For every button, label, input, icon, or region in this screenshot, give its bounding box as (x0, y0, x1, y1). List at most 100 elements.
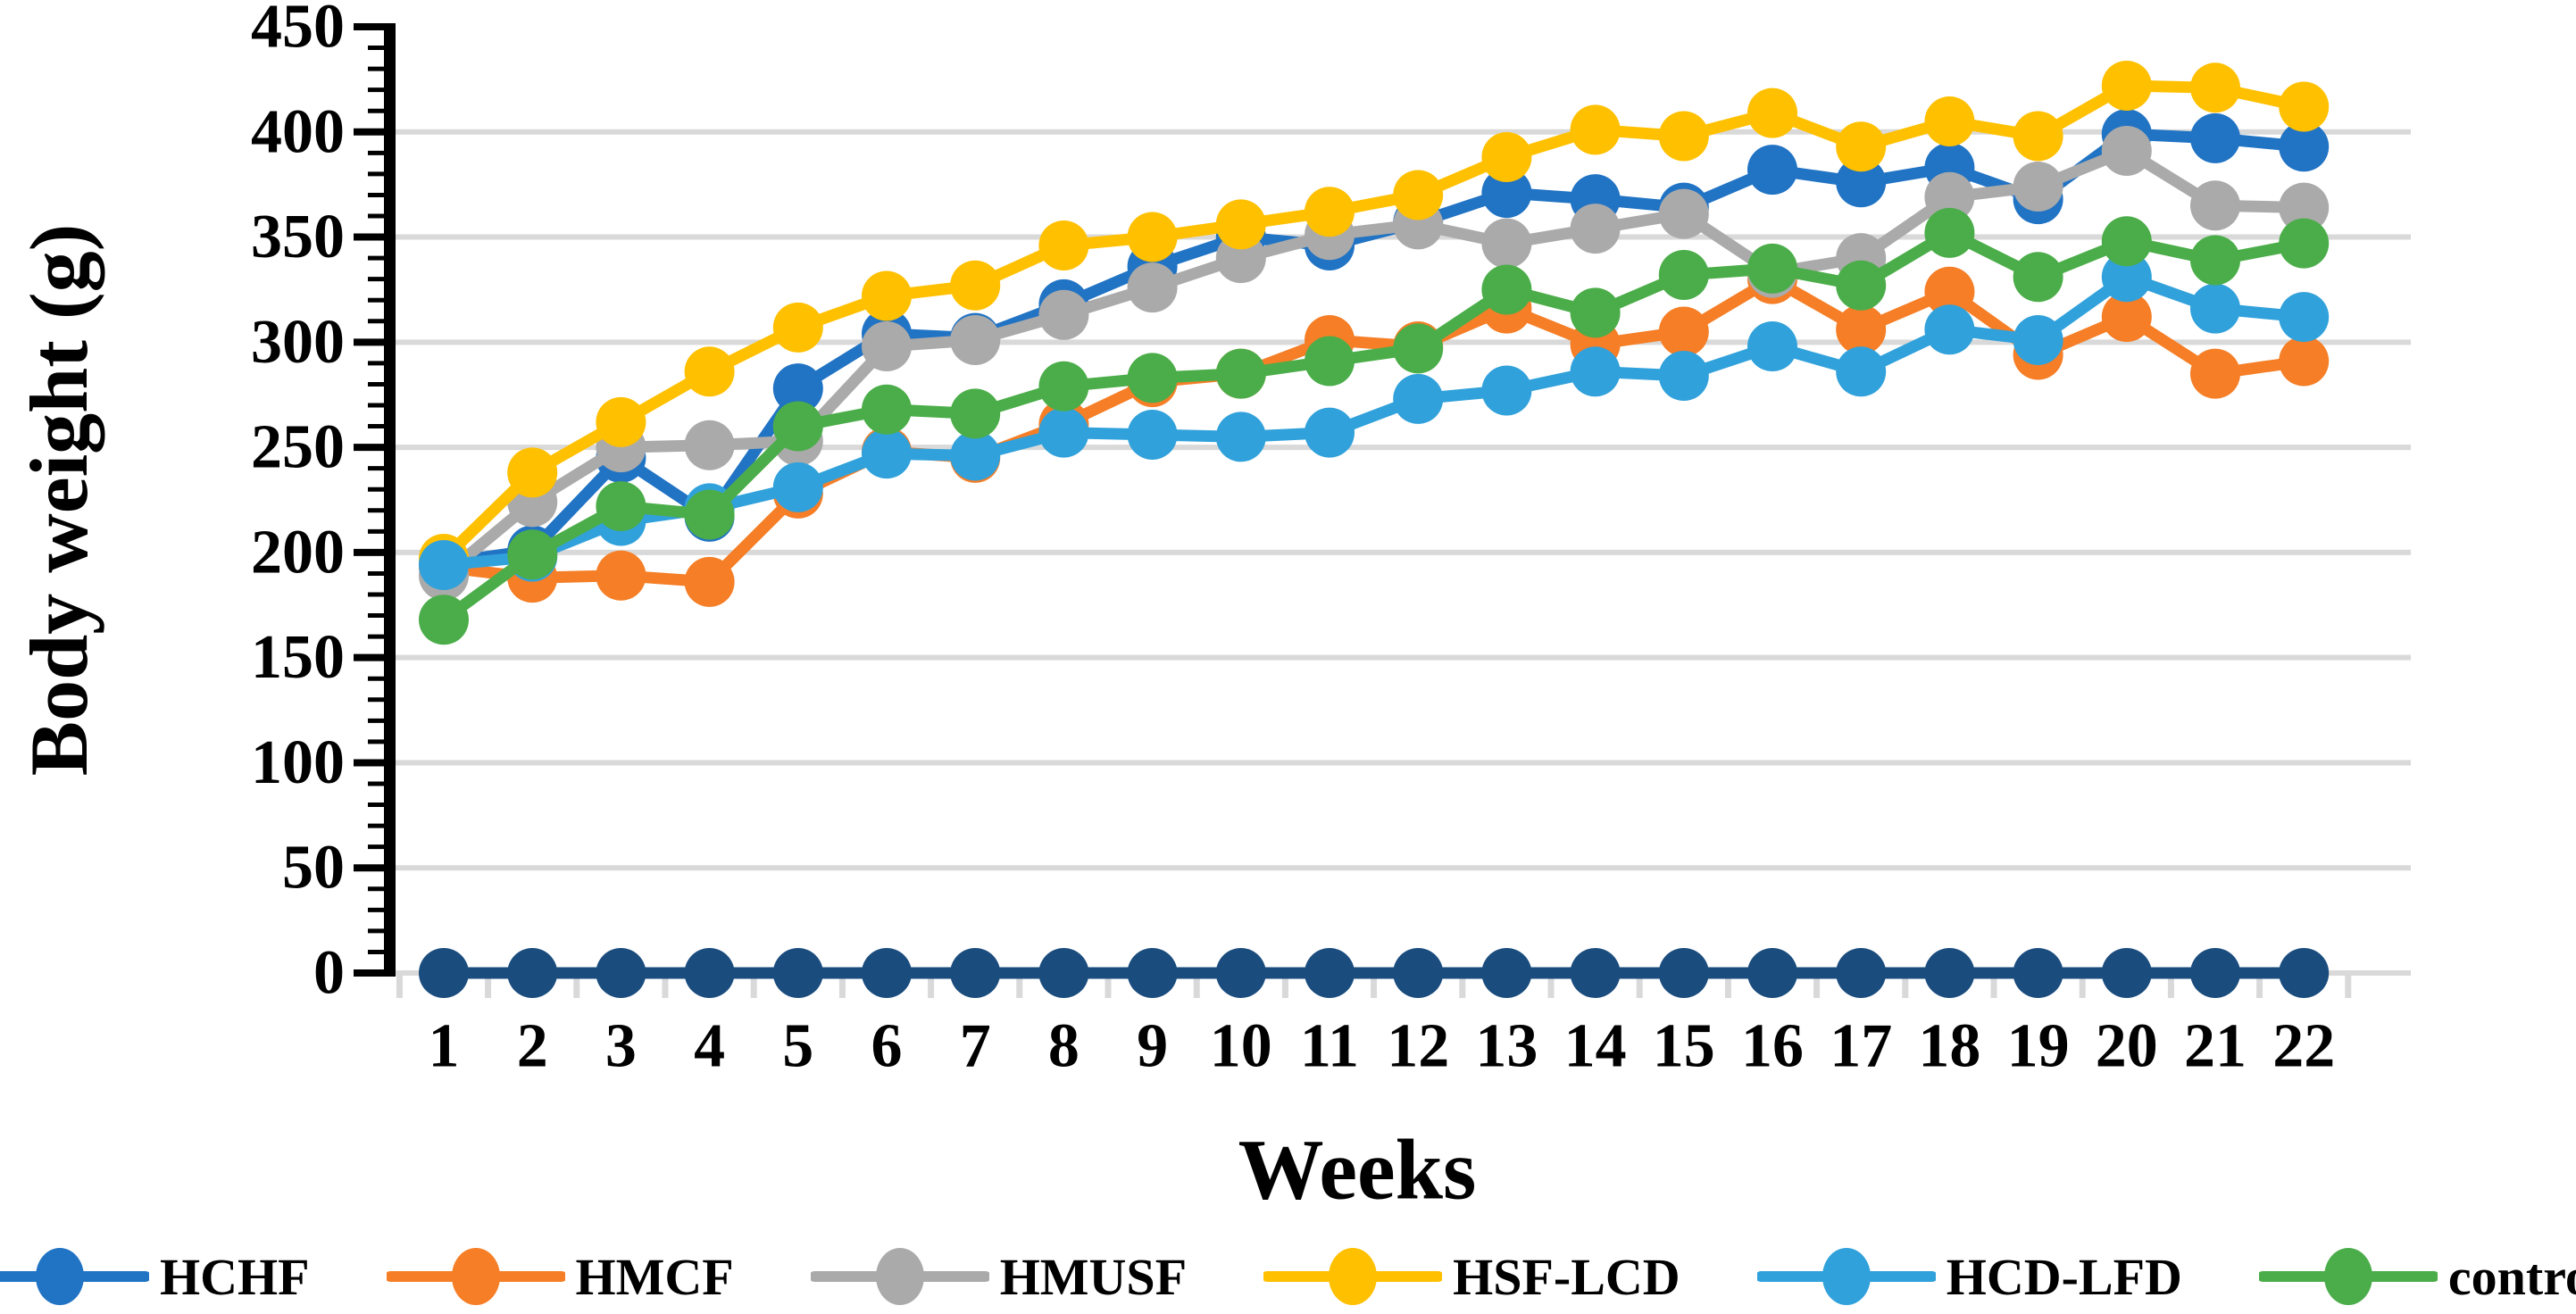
data-point (1570, 204, 1621, 254)
x-tick-label-20: 20 (2096, 1012, 2158, 1081)
y-tick-label-300: 300 (251, 308, 345, 377)
legend-dot (2323, 1248, 2372, 1305)
data-point (1127, 262, 1178, 313)
data-point (2279, 292, 2330, 343)
data-point (2190, 948, 2240, 998)
data-point (2279, 336, 2330, 387)
legend-item-HCHF: HCHF (0, 1244, 310, 1309)
data-point (1215, 348, 1266, 399)
x-axis-title: Weeks (1238, 1122, 1477, 1218)
data-point (1658, 111, 1709, 162)
data-point (2190, 112, 2240, 163)
x-tick-label-4: 4 (694, 1012, 725, 1081)
x-tick-label-12: 12 (1387, 1012, 1449, 1081)
data-point (772, 948, 823, 998)
legend-marker-HCD-LFD (1756, 1248, 1936, 1305)
data-point (2190, 235, 2240, 286)
data-point (1127, 409, 1178, 460)
data-point (1570, 346, 1621, 397)
x-tick-label-6: 6 (871, 1012, 903, 1081)
x-tick-label-22: 22 (2272, 1012, 2335, 1081)
data-point (1924, 266, 1975, 317)
legend-dot (875, 1248, 924, 1305)
data-point (1393, 323, 1444, 374)
data-point (1747, 145, 1797, 195)
legend-item-control: control (2258, 1244, 2576, 1309)
data-point (772, 462, 823, 512)
data-point (1836, 948, 1887, 998)
data-point (862, 948, 912, 998)
data-point (596, 396, 646, 447)
x-tick-label-2: 2 (517, 1012, 548, 1081)
data-point (1747, 243, 1797, 294)
x-tick-label-18: 18 (1918, 1012, 1980, 1081)
x-tick-label-5: 5 (782, 1012, 813, 1081)
data-point (2190, 62, 2240, 113)
series-control (419, 207, 2330, 645)
data-point (2279, 218, 2330, 269)
legend-dot (451, 1248, 500, 1305)
legend-item-HMCF: HMCF (386, 1244, 734, 1309)
data-point (1305, 407, 1355, 458)
data-point (2013, 162, 2063, 212)
data-point (1481, 168, 1532, 219)
data-point (1127, 353, 1178, 403)
data-point (1305, 948, 1355, 998)
legend-label: HSF-LCD (1453, 1247, 1680, 1306)
y-tick-label-200: 200 (251, 518, 345, 586)
data-point (2101, 125, 2152, 176)
data-point (596, 550, 646, 601)
legend-item-HCD-LFD: HCD-LFD (1756, 1244, 2182, 1309)
data-point (1747, 948, 1797, 998)
data-point (419, 540, 469, 591)
data-point (596, 948, 646, 998)
data-point (684, 346, 735, 397)
data-point (684, 948, 735, 998)
data-point (2101, 292, 2152, 343)
data-point (507, 948, 558, 998)
data-point (950, 948, 1001, 998)
x-tick-label-3: 3 (605, 1012, 637, 1081)
y-axis-line (384, 23, 396, 977)
data-point (2013, 111, 2063, 162)
series-HMUSF (419, 125, 2330, 601)
x-tick-label-15: 15 (1653, 1012, 1715, 1081)
x-tick-label-1: 1 (429, 1012, 460, 1081)
data-point (862, 321, 912, 372)
data-point (419, 595, 469, 645)
data-point (1836, 260, 1887, 311)
data-series (419, 60, 2330, 998)
data-point (1747, 87, 1797, 138)
data-point (1393, 373, 1444, 424)
data-point (596, 481, 646, 532)
data-point (2190, 180, 2240, 231)
legend-label: control (2447, 1247, 2576, 1306)
series-line (438, 227, 2310, 626)
x-tick-label-7: 7 (960, 1012, 991, 1081)
data-point (772, 401, 823, 452)
x-tick-label-21: 21 (2184, 1012, 2247, 1081)
data-point (2279, 948, 2330, 998)
data-point (2013, 252, 2063, 303)
y-tick-label-150: 150 (251, 623, 345, 692)
data-point (1570, 104, 1621, 155)
legend-dot (35, 1248, 84, 1305)
data-point (1038, 948, 1089, 998)
data-point (2279, 182, 2330, 233)
legend-marker-control (2258, 1248, 2438, 1305)
data-point (1924, 171, 1975, 222)
data-point (950, 314, 1001, 365)
data-point (1836, 346, 1887, 397)
data-point (1038, 220, 1089, 270)
data-point (2013, 314, 2063, 365)
series-line (438, 270, 2310, 571)
x-tick-label-14: 14 (1564, 1012, 1627, 1081)
data-point (950, 430, 1001, 481)
data-point (2101, 252, 2152, 303)
data-point (1658, 948, 1709, 998)
data-point (1658, 306, 1709, 357)
data-point (1038, 407, 1089, 458)
legend-label: HCD-LFD (1946, 1247, 2182, 1306)
legend-marker-HSF-LCD (1263, 1248, 1443, 1305)
